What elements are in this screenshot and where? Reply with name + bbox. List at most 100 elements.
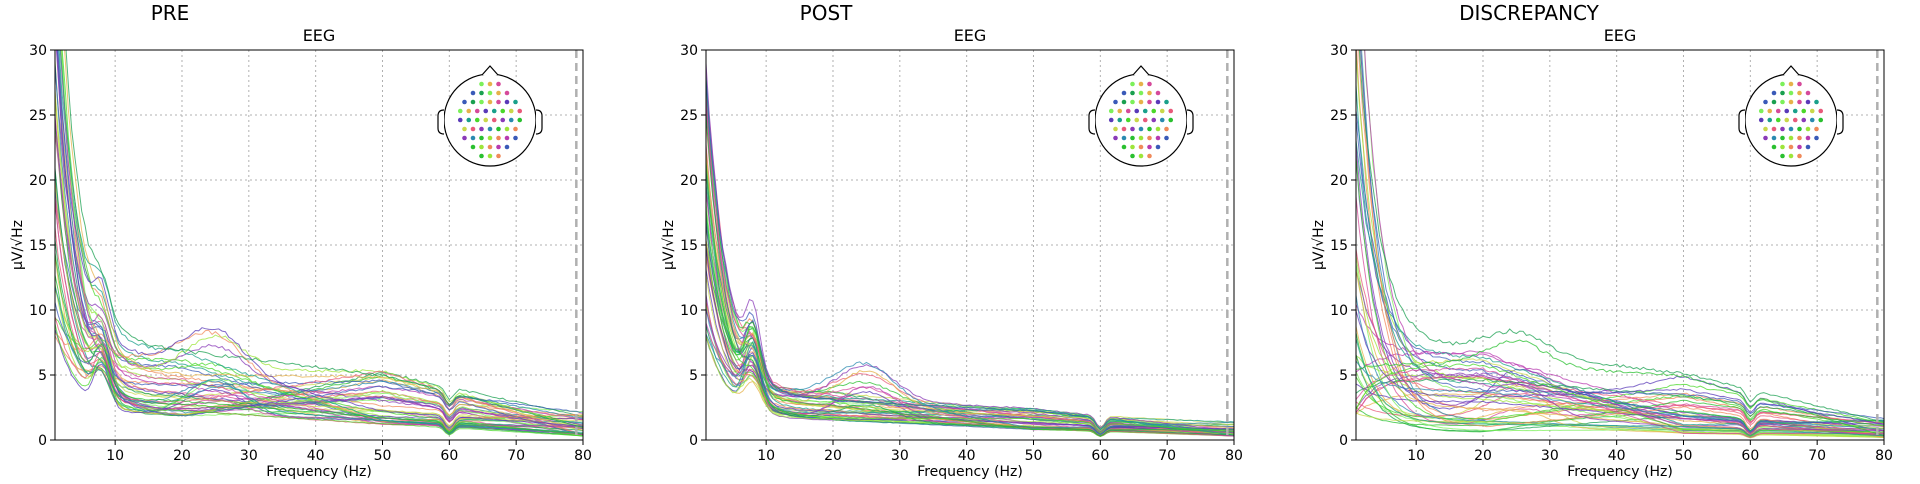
series-line: [706, 79, 1234, 433]
sensor-dot: [1113, 126, 1118, 132]
series-line: [55, 50, 583, 430]
series-group: [1356, 50, 1884, 439]
sensor-dot: [1164, 126, 1169, 132]
series-line: [1364, 50, 1884, 436]
head-outline: [1744, 73, 1838, 167]
sensor-dot: [496, 81, 501, 87]
sensor-dot: [1164, 135, 1169, 141]
sensor-head-inset: [1088, 65, 1194, 167]
sensor-dot: [487, 99, 493, 105]
sensor-dot: [1814, 126, 1819, 132]
nose: [1782, 65, 1800, 76]
head-outline: [1094, 73, 1188, 167]
series-line: [55, 288, 583, 429]
sensor-dot: [466, 117, 472, 123]
sensor-dot: [1117, 108, 1123, 114]
series-line: [1356, 145, 1884, 436]
sensor-dot: [457, 117, 463, 123]
y-tick-label: 25: [680, 108, 698, 124]
sensor-dot: [1155, 135, 1161, 141]
x-tick-label: 10: [757, 448, 775, 464]
sensor-dot: [1130, 99, 1135, 105]
sensor-dot: [517, 108, 523, 114]
series-line: [65, 50, 583, 428]
sensor-dot: [1771, 90, 1777, 96]
sensor-dot: [1159, 108, 1165, 114]
sensor-dot: [479, 90, 484, 96]
right-ear: [1186, 109, 1194, 135]
sensor-dot: [496, 90, 501, 96]
left-ear: [437, 109, 445, 135]
sensor-dot: [1113, 135, 1118, 141]
right-ear: [535, 109, 543, 135]
series-line: [1364, 50, 1884, 434]
sensor-dot: [1801, 117, 1807, 123]
sensor-dot: [462, 135, 467, 141]
sensor-dot: [487, 90, 493, 96]
sensor-dot: [1142, 117, 1148, 123]
series-line: [55, 323, 583, 437]
sensor-dot: [513, 126, 518, 132]
sensor-dot: [496, 153, 501, 159]
y-tick-label: 10: [29, 303, 47, 319]
series-group: [55, 50, 583, 437]
sensor-dot: [517, 117, 523, 123]
sensor-dot: [1138, 126, 1144, 132]
sensor-dot: [1797, 90, 1802, 96]
sensor-dot: [1801, 108, 1807, 114]
sensor-dot: [1130, 90, 1135, 96]
sensor-dot: [1121, 135, 1127, 141]
left-ear: [1738, 109, 1746, 135]
left-ear: [1088, 109, 1096, 135]
series-line: [706, 113, 1234, 437]
series-line: [1356, 270, 1884, 436]
x-tick-label: 20: [1474, 448, 1492, 464]
sensor-dot: [487, 153, 493, 159]
y-tick-label: 20: [29, 173, 47, 189]
series-line: [1356, 367, 1884, 438]
sensor-dot: [1780, 153, 1785, 159]
series-line: [59, 50, 583, 435]
y-tick-label: 30: [1330, 43, 1348, 59]
sensor-dot: [1142, 108, 1148, 114]
sensor-dot: [1763, 135, 1768, 141]
sensor-dot: [487, 144, 493, 150]
y-tick-label: 15: [680, 238, 698, 254]
sensor-dot: [1117, 117, 1123, 123]
sensor-dot: [1130, 153, 1135, 159]
sensor-dot: [1788, 99, 1794, 105]
sensor-dot: [491, 108, 497, 114]
series-line: [1360, 50, 1884, 420]
y-tick-label: 30: [680, 43, 698, 59]
sensor-dot: [470, 135, 476, 141]
sensor-dot: [504, 99, 510, 105]
sensor-dot: [1780, 81, 1785, 87]
y-axis-label: µV/√Hz: [1311, 220, 1327, 270]
sensor-dot: [1147, 135, 1152, 141]
sensor-dot: [1113, 99, 1118, 105]
y-tick-label: 5: [689, 368, 698, 384]
sensor-dot: [487, 126, 493, 132]
sensor-dot: [1797, 126, 1802, 132]
series-line: [55, 286, 583, 435]
sensor-dot: [466, 108, 472, 114]
sensor-dot: [1130, 81, 1135, 87]
sensor-dot: [479, 153, 484, 159]
series-line: [55, 122, 583, 427]
series-line: [706, 202, 1234, 433]
series-line: [1358, 50, 1884, 423]
y-tick-label: 25: [29, 108, 47, 124]
panel-title: PRE: [151, 1, 190, 25]
sensor-dot: [1805, 126, 1811, 132]
x-tick-label: 30: [1541, 448, 1559, 464]
x-tick-label: 60: [1741, 448, 1759, 464]
sensor-dot: [500, 117, 506, 123]
sensor-dot: [1805, 135, 1811, 141]
x-axis-label: Frequency (Hz): [917, 464, 1023, 480]
series-line: [1356, 156, 1884, 424]
sensor-dot: [1147, 144, 1152, 150]
sensor-dot: [1155, 90, 1161, 96]
series-line: [1356, 118, 1884, 437]
